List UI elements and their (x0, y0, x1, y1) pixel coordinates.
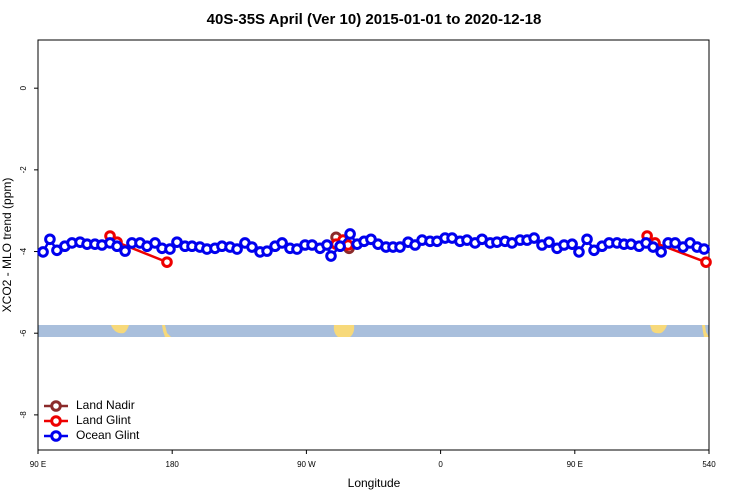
legend-marker (50, 415, 62, 427)
data-point (394, 241, 406, 253)
plot-frame (37, 39, 710, 451)
legend-label: Land Nadir (76, 398, 135, 412)
x-tick-label: 90 E (30, 460, 46, 469)
data-point (44, 233, 56, 246)
data-point (164, 243, 176, 255)
legend-marker (50, 400, 62, 412)
data-point (325, 250, 337, 262)
y-axis-label: XCO2 - MLO trend (ppm) (0, 178, 14, 313)
y-tick-label: -4 (19, 247, 28, 255)
legend-marker (50, 430, 62, 442)
data-point (573, 246, 585, 258)
data-point (334, 240, 346, 253)
land-patch (650, 325, 667, 334)
data-point (700, 256, 712, 268)
legend-label: Ocean Glint (76, 428, 140, 442)
ocean-band (38, 325, 709, 337)
land-patch (162, 325, 171, 337)
data-point (321, 239, 333, 251)
x-tick-label: 0 (438, 460, 443, 469)
data-point (543, 236, 555, 248)
land-patch (333, 325, 355, 337)
data-point (344, 228, 356, 240)
data-point (528, 232, 540, 244)
y-tick-label: -2 (19, 166, 28, 174)
data-point (246, 241, 258, 253)
data-point (37, 246, 49, 258)
x-axis-label: Longitude (348, 476, 401, 490)
chart-title: 40S-35S April (Ver 10) 2015-01-01 to 202… (207, 11, 542, 28)
legend-label: Land Glint (76, 413, 131, 427)
data-point (119, 245, 131, 257)
y-tick-label: -8 (19, 411, 28, 419)
data-point (698, 243, 710, 255)
y-tick-label: 0 (19, 85, 28, 90)
x-tick-label: 90 E (567, 460, 583, 469)
data-point (111, 240, 123, 253)
y-tick-label: -6 (19, 329, 28, 337)
data-point (276, 237, 288, 249)
data-point (161, 256, 173, 268)
land-patch (111, 325, 129, 334)
land-ocean-strip (38, 325, 709, 337)
data-point (647, 241, 659, 253)
x-tick-label: 180 (166, 460, 180, 469)
data-point (566, 238, 578, 250)
data-point (655, 246, 667, 258)
land-patch (702, 325, 709, 337)
x-tick-label: 90 W (297, 460, 316, 469)
data-point (231, 243, 243, 255)
x-tick-label: 540 (702, 460, 716, 469)
data-point (581, 233, 593, 246)
data-point (261, 245, 273, 257)
